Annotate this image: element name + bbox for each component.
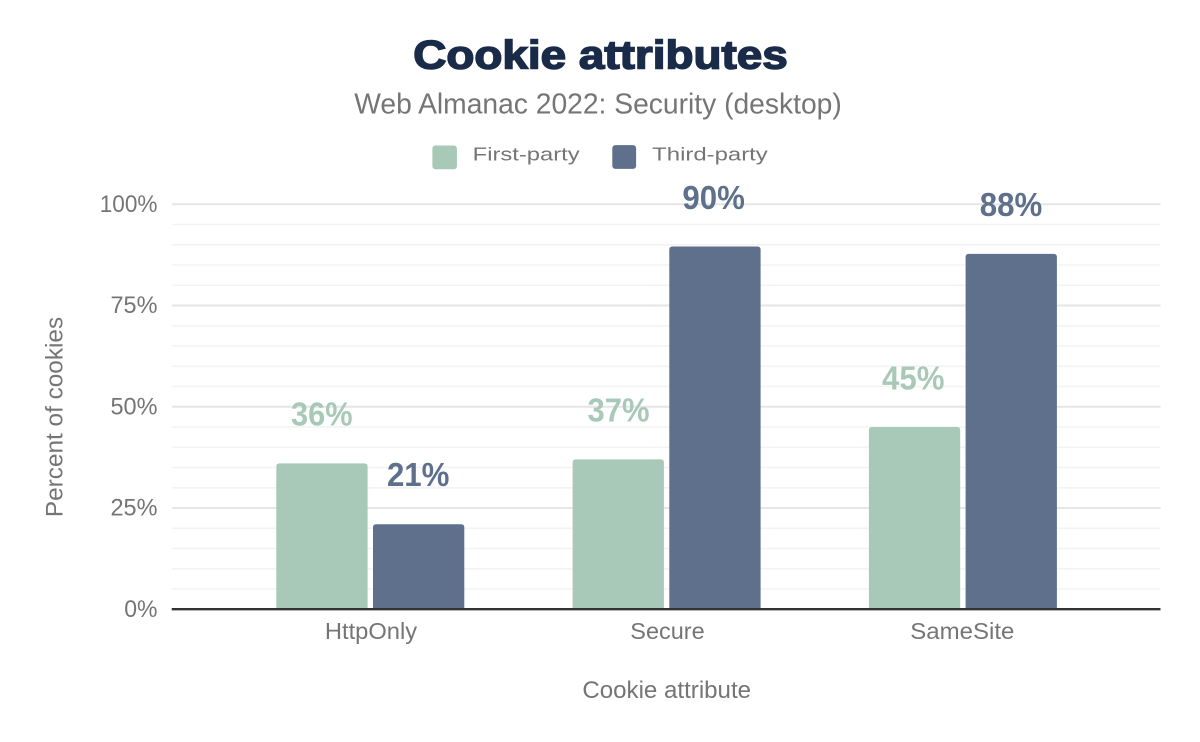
- svg-text:First-party: First-party: [473, 143, 581, 164]
- svg-text:SameSite: SameSite: [910, 618, 1014, 644]
- svg-text:21%: 21%: [387, 457, 450, 494]
- svg-text:90%: 90%: [682, 180, 745, 217]
- svg-text:88%: 88%: [980, 187, 1043, 224]
- svg-text:Cookie attributes: Cookie attributes: [413, 33, 787, 77]
- svg-text:0%: 0%: [124, 596, 157, 623]
- svg-text:25%: 25%: [111, 495, 158, 522]
- svg-text:45%: 45%: [882, 360, 945, 397]
- svg-text:Cookie attribute: Cookie attribute: [582, 677, 751, 704]
- svg-text:37%: 37%: [588, 393, 650, 430]
- svg-text:Secure: Secure: [630, 618, 704, 644]
- svg-text:HttpOnly: HttpOnly: [325, 618, 417, 644]
- svg-text:100%: 100%: [100, 191, 158, 218]
- svg-text:75%: 75%: [111, 292, 158, 319]
- svg-text:Percent of cookies: Percent of cookies: [42, 317, 69, 517]
- svg-text:36%: 36%: [291, 397, 353, 434]
- svg-text:50%: 50%: [111, 393, 158, 420]
- svg-text:Third-party: Third-party: [652, 143, 769, 164]
- svg-text:Web Almanac 2022: Security (de: Web Almanac 2022: Security (desktop): [354, 88, 842, 120]
